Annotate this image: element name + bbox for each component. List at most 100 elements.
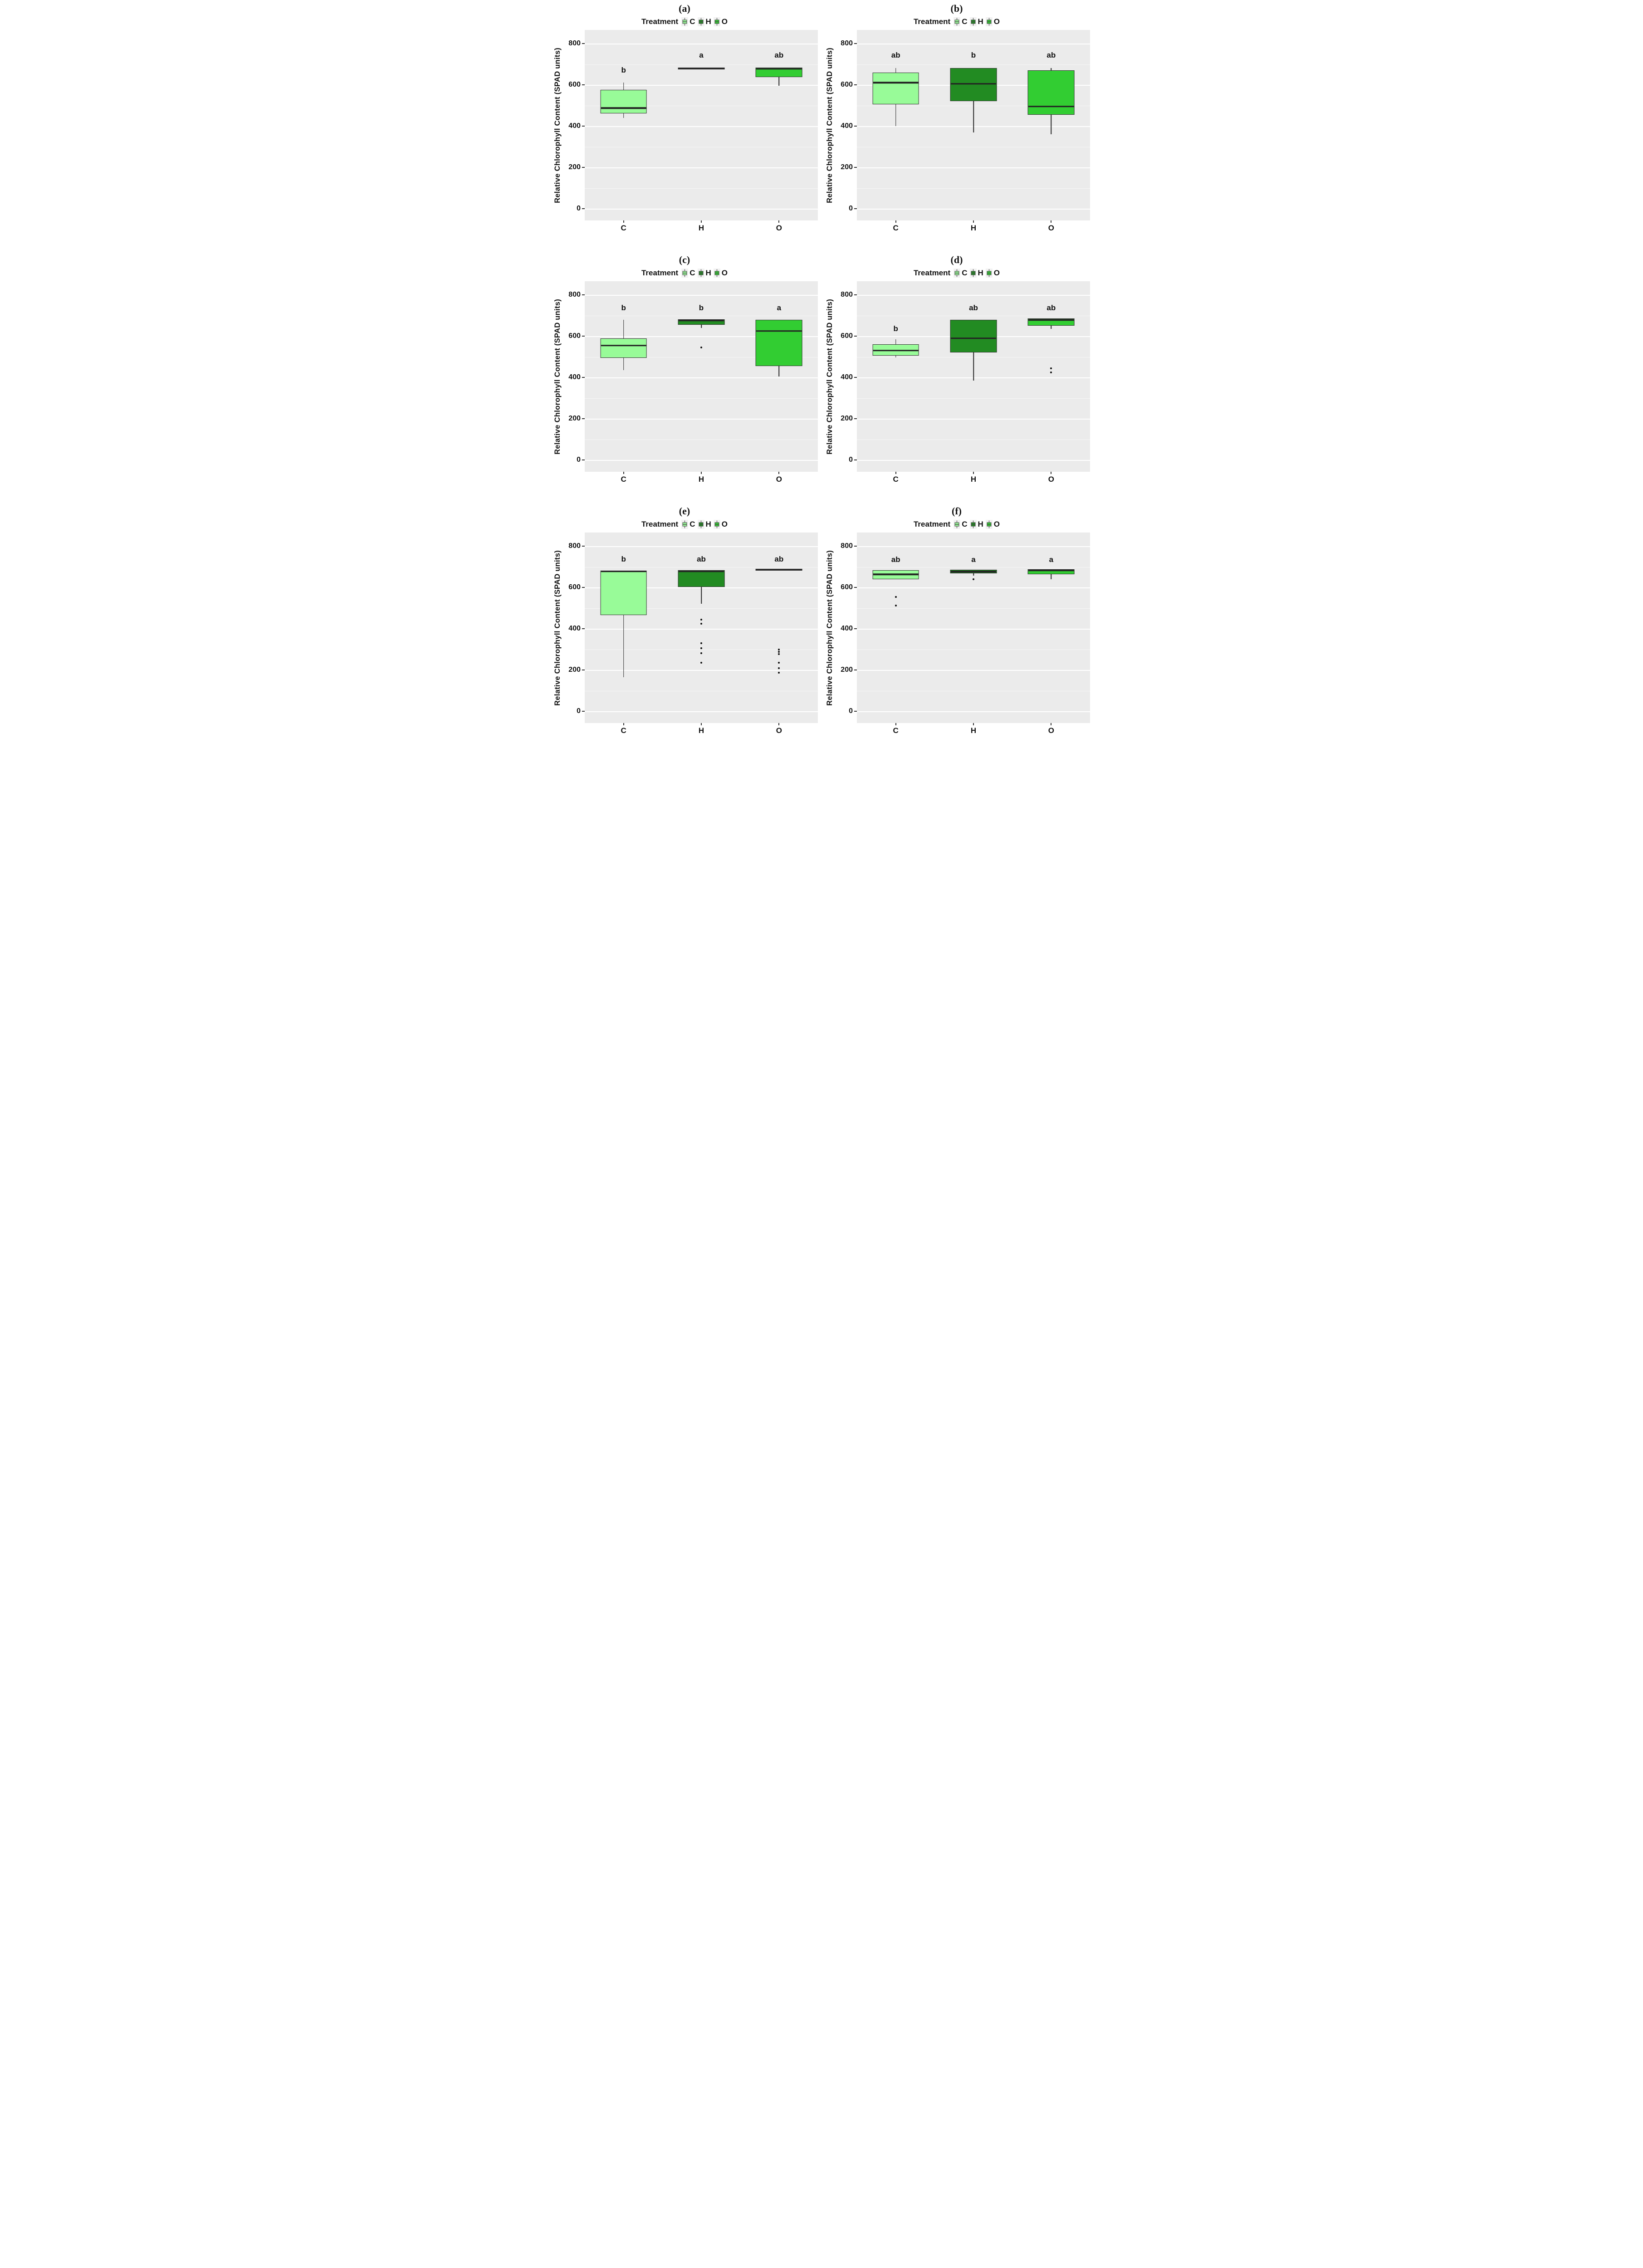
outlier-dot xyxy=(700,347,702,349)
legend-key-label: H xyxy=(978,17,983,26)
gridline xyxy=(857,587,1090,589)
plot-column: b a ab C H O xyxy=(585,30,818,237)
gridline xyxy=(585,608,818,609)
y-axis-ticks: 0 200 400 600 800 xyxy=(836,533,857,723)
boxplot-panel: (b) Treatment C H O Relative Chlorophyll Cont… xyxy=(822,0,1094,251)
x-tick-mark xyxy=(701,472,702,474)
legend-title: Treatment xyxy=(913,17,951,26)
legend-key-label: C xyxy=(962,17,968,26)
outlier-dot xyxy=(778,667,780,669)
y-tick-label: 400 xyxy=(841,625,853,633)
boxplot-median xyxy=(950,337,997,339)
boxplot-box xyxy=(678,570,725,587)
outlier-dot xyxy=(700,642,702,644)
plot-row: Relative Chlorophyll Content (SPAD units… xyxy=(823,281,1090,488)
legend-key-o: O xyxy=(985,17,1000,26)
legend-key-label: O xyxy=(993,520,1000,528)
gridline xyxy=(857,711,1090,713)
boxplot-median xyxy=(601,107,646,109)
y-tick-mark xyxy=(582,294,585,296)
boxplot-key-icon xyxy=(697,520,704,529)
x-tick-mark xyxy=(623,220,624,223)
y-axis-ticks: 0 200 400 600 800 xyxy=(564,533,585,723)
legend-key-label: O xyxy=(993,17,1000,26)
plot-area: b a ab xyxy=(585,30,818,220)
y-tick-label: 600 xyxy=(841,583,853,591)
x-tick-label: O xyxy=(776,224,782,232)
gridline xyxy=(585,629,818,630)
boxplot-panel: (e) Treatment C H O Relative Chlorophyll Cont… xyxy=(549,503,822,754)
boxplot-key-icon xyxy=(681,17,689,26)
significance-letter: ab xyxy=(891,50,900,59)
y-tick-label: 400 xyxy=(841,122,853,130)
x-tick-label: H xyxy=(970,475,977,484)
significance-letter: ab xyxy=(1046,50,1056,59)
y-tick-mark xyxy=(854,336,857,337)
figure-grid: (a) Treatment C H O Relative Chlorophyll Cont… xyxy=(549,0,1094,754)
y-axis-ticks: 0 200 400 600 800 xyxy=(836,281,857,472)
gridline xyxy=(585,711,818,713)
lower-whisker xyxy=(1051,326,1052,329)
legend: Treatment C H O xyxy=(551,15,818,28)
legend-key-label: C xyxy=(689,269,695,277)
legend-key-o: O xyxy=(713,17,728,26)
outlier-dot xyxy=(778,649,780,651)
legend-key-o: O xyxy=(985,269,1000,278)
y-tick-label: 200 xyxy=(841,666,853,674)
y-tick-mark xyxy=(582,546,585,547)
gridline xyxy=(585,209,818,210)
upper-whisker xyxy=(895,68,896,73)
lower-whisker xyxy=(1051,574,1052,579)
legend-key-label: O xyxy=(993,269,1000,277)
lower-whisker xyxy=(895,104,896,127)
gridline xyxy=(585,336,818,337)
y-axis-ticks: 0 200 400 600 800 xyxy=(564,281,585,472)
legend-key-o: O xyxy=(713,520,728,529)
y-tick-label: 800 xyxy=(568,542,581,550)
panel-label: (d) xyxy=(950,254,963,265)
outlier-dot xyxy=(1050,367,1052,370)
y-tick-mark xyxy=(854,628,857,630)
x-tick-label: O xyxy=(776,475,782,484)
y-tick-mark xyxy=(582,84,585,86)
boxplot-key-icon xyxy=(969,520,977,529)
x-tick-mark xyxy=(778,472,780,474)
legend-key-h: H xyxy=(697,520,711,529)
y-axis-title-wrap: Relative Chlorophyll Content (SPAD units… xyxy=(551,281,564,472)
y-tick-mark xyxy=(854,418,857,420)
y-tick-mark xyxy=(854,167,857,168)
y-tick-label: 400 xyxy=(841,373,853,381)
y-axis-title-wrap: Relative Chlorophyll Content (SPAD units… xyxy=(551,533,564,723)
lower-whisker xyxy=(623,113,624,118)
upper-whisker xyxy=(895,339,896,345)
boxplot-median xyxy=(873,573,919,576)
plot-row: Relative Chlorophyll Content (SPAD units… xyxy=(823,30,1090,237)
x-tick-mark xyxy=(623,723,624,725)
boxplot-flat-line xyxy=(755,568,802,571)
y-tick-label: 400 xyxy=(568,122,581,130)
gridline xyxy=(585,85,818,86)
plot-column: b b a C H O xyxy=(585,281,818,488)
boxplot-panel: (c) Treatment C H O Relative Chlorophyll Cont… xyxy=(549,251,822,503)
boxplot-key-icon xyxy=(954,269,961,278)
legend-title: Treatment xyxy=(913,520,951,528)
y-tick-mark xyxy=(854,43,857,44)
x-tick-label: O xyxy=(776,726,782,735)
boxplot-box xyxy=(600,338,647,358)
legend-key-c: C xyxy=(681,17,695,26)
x-tick-label: H xyxy=(698,224,704,232)
plot-area: b ab ab xyxy=(585,533,818,723)
x-tick-label: C xyxy=(621,475,626,484)
y-axis-title: Relative Chlorophyll Content (SPAD units… xyxy=(553,298,562,455)
boxplot-box xyxy=(755,68,802,77)
outlier-dot xyxy=(778,672,780,674)
y-tick-label: 800 xyxy=(841,39,853,48)
y-axis-title-wrap: Relative Chlorophyll Content (SPAD units… xyxy=(823,281,836,472)
outlier-dot xyxy=(895,596,897,598)
x-tick-mark xyxy=(973,472,974,474)
y-axis-ticks: 0 200 400 600 800 xyxy=(836,30,857,220)
y-axis-title: Relative Chlorophyll Content (SPAD units… xyxy=(825,550,834,706)
legend: Treatment C H O xyxy=(823,518,1090,531)
